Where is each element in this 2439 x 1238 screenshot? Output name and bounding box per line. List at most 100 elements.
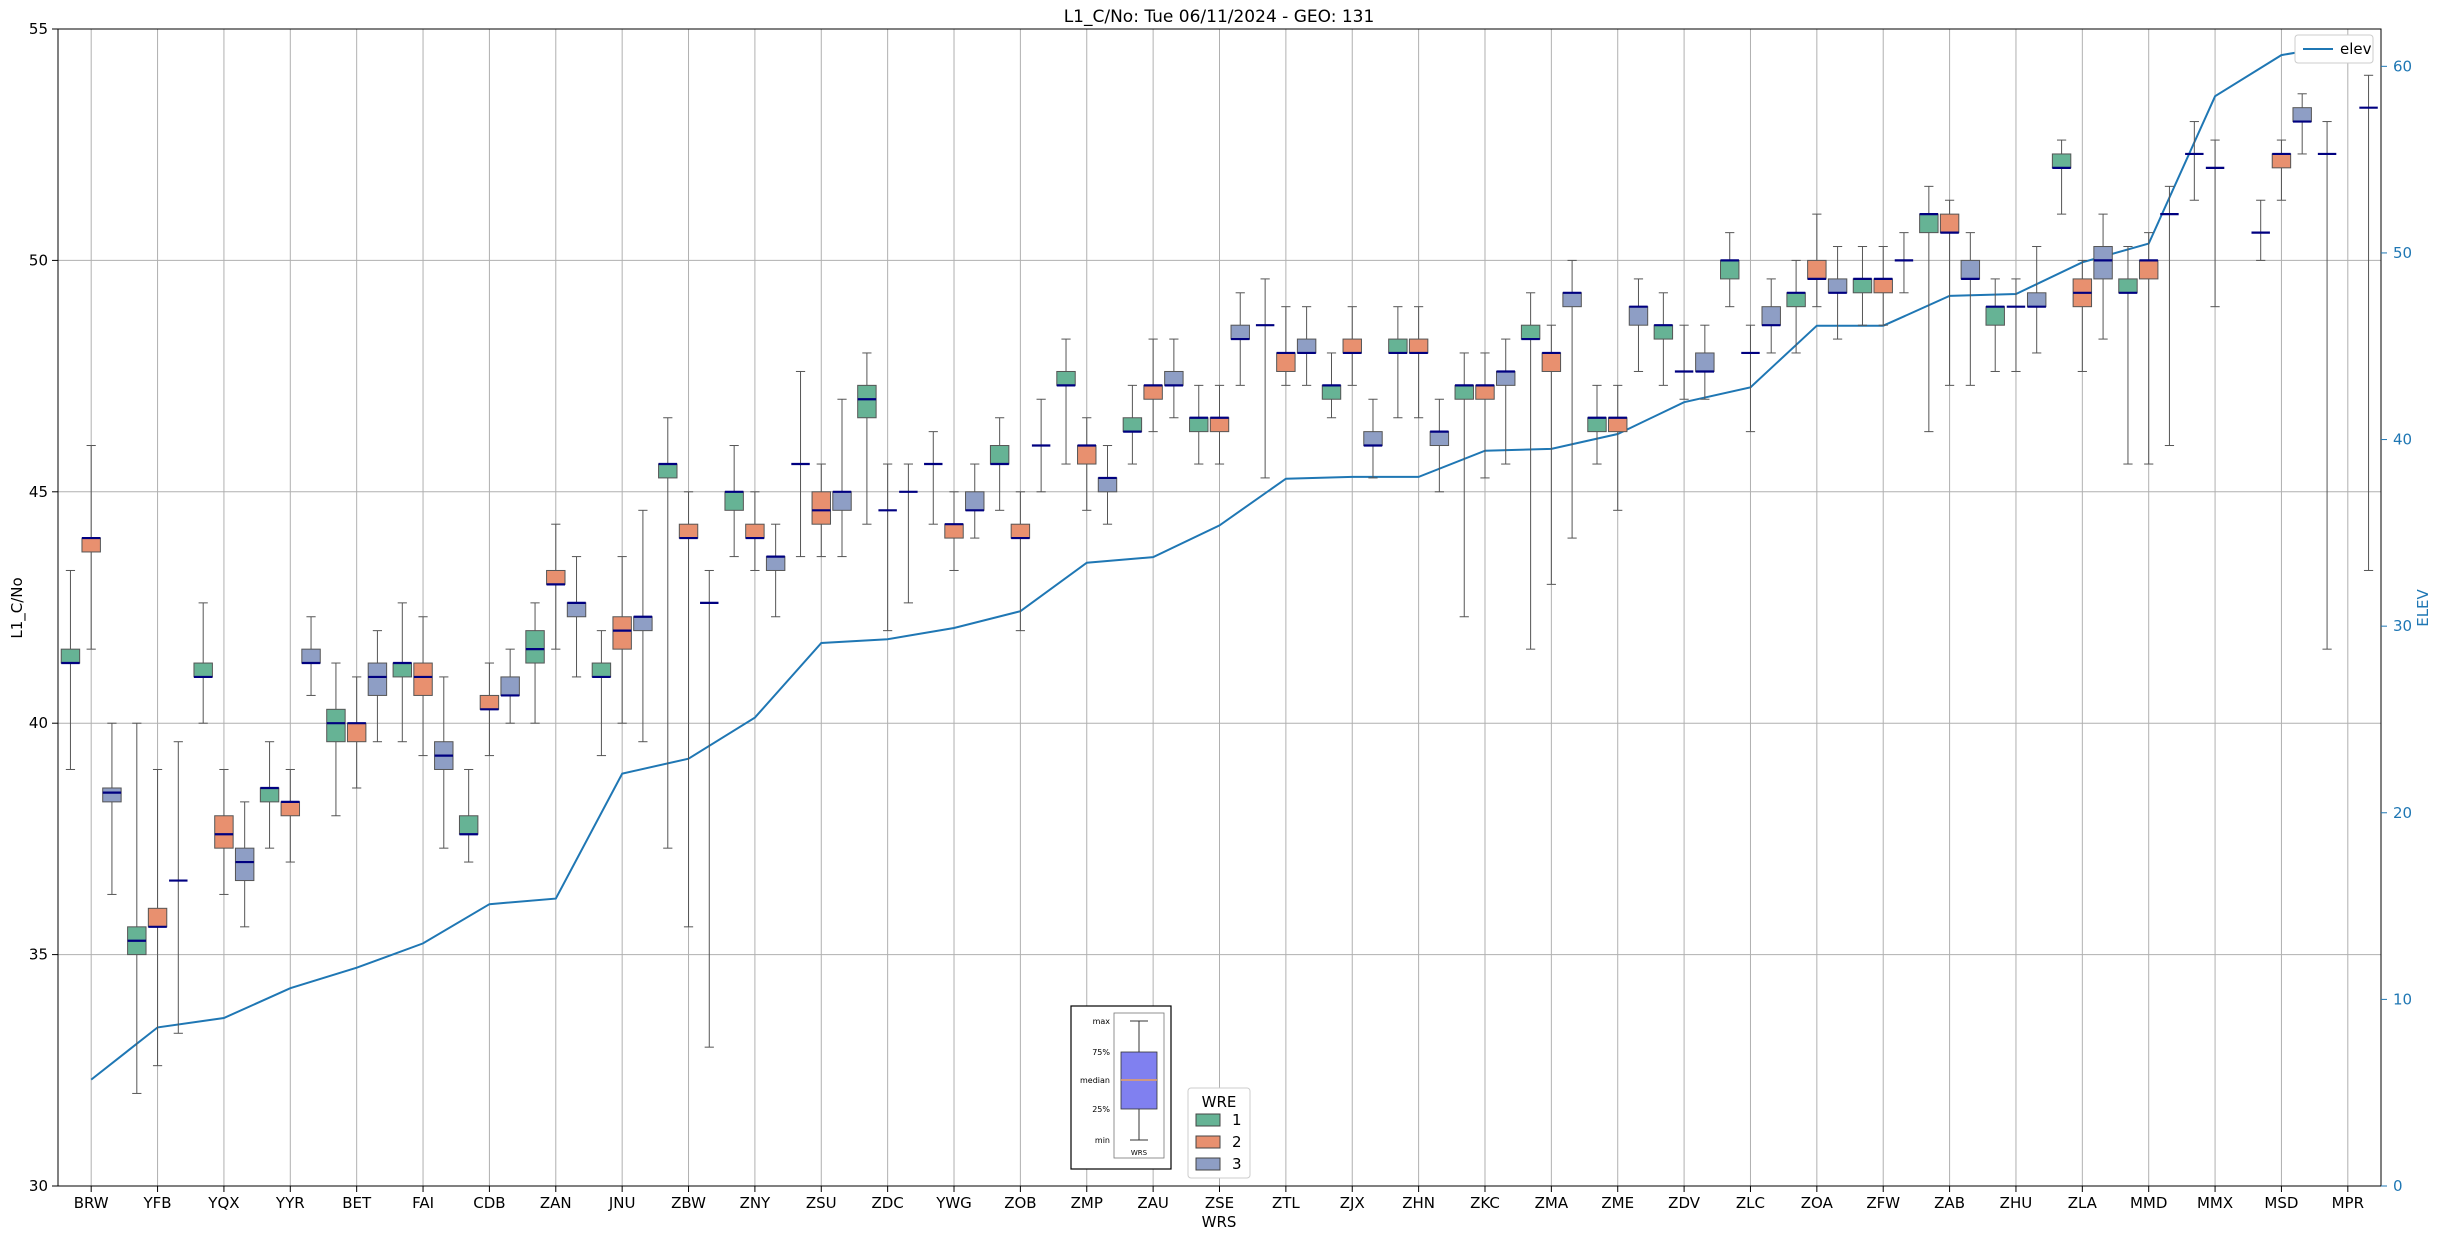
box-zme-wre3 — [1628, 278, 1649, 372]
box-zse-wre3 — [1230, 292, 1250, 386]
box-zla-wre2 — [2072, 259, 2093, 372]
wre-legend: WRE 1 2 3 — [1187, 1087, 1251, 1179]
inset-label-max: max — [1093, 1017, 1111, 1026]
box-iqr — [214, 815, 234, 849]
box-iqr — [1786, 292, 1806, 308]
box-iqr — [2138, 259, 2159, 280]
x-tick-label: MMD — [2130, 1194, 2167, 1212]
box-zhu-wre2 — [2006, 278, 2026, 372]
right-axis: 0 10 20 30 40 50 60 — [2381, 57, 2412, 1195]
box-zoa-wre3 — [1827, 246, 1848, 340]
box-zjx-wre3 — [1363, 398, 1383, 479]
box-brw-wre1 — [60, 569, 81, 770]
box-iqr — [392, 662, 413, 678]
box-iqr — [811, 491, 831, 525]
box-iqr — [1097, 477, 1118, 493]
x-tick-label: YYR — [275, 1194, 305, 1212]
box-iqr — [1562, 292, 1582, 308]
x-tick-label: ZAN — [540, 1194, 572, 1212]
y-right-axis-title: ELEV — [2414, 588, 2432, 626]
box-zhu-wre1 — [1985, 278, 2005, 372]
x-tick-label: ZHN — [1402, 1194, 1435, 1212]
x-tick-label: MMX — [2197, 1194, 2233, 1212]
box-ztl-wre2 — [1276, 306, 1296, 386]
box-zma-wre2 — [1541, 324, 1562, 585]
y-tick-label: 35 — [29, 946, 48, 964]
box-yfb-wre2 — [147, 768, 168, 1067]
box-jnu-wre1 — [591, 630, 612, 757]
box-zau-wre2 — [1143, 338, 1163, 433]
box-iqr — [301, 648, 321, 664]
x-tick-label: ZTL — [1272, 1194, 1300, 1212]
box-iqr — [658, 463, 678, 479]
box-legend-inset: max 75% median 25% min WRS — [1070, 1005, 1172, 1170]
box-iqr — [1296, 338, 1317, 354]
box-zjx-wre2 — [1342, 306, 1362, 386]
x-tick-label: ZJX — [1340, 1194, 1365, 1212]
x-axis-title: WRS — [1202, 1213, 1237, 1231]
box-iqr — [1408, 338, 1429, 354]
box-iqr — [857, 384, 877, 419]
box-iqr — [234, 847, 255, 882]
box-yyr-wre3 — [301, 616, 321, 696]
box-iqr — [1919, 213, 1939, 234]
box-brw-wre3 — [102, 722, 122, 895]
box-iqr — [944, 523, 964, 539]
x-tick-label: BET — [342, 1194, 372, 1212]
box-iqr — [367, 662, 388, 696]
y-right-tick-label: 10 — [2393, 990, 2412, 1008]
box-zla-wre3 — [2093, 213, 2113, 340]
box-iqr — [1695, 352, 1715, 372]
box-iqr — [745, 523, 765, 539]
box-zsu-wre1 — [791, 370, 810, 558]
x-tick-label: MPR — [2332, 1194, 2364, 1212]
box-zma-wre3 — [1562, 259, 1582, 539]
box-zmp-wre2 — [1077, 417, 1097, 511]
box-iqr — [612, 616, 632, 650]
box-msd-wre2 — [2271, 139, 2292, 201]
box-zoa-wre1 — [1786, 259, 1806, 354]
box-iqr — [591, 662, 612, 678]
box-iqr — [413, 662, 433, 696]
box-ywg-wre3 — [965, 463, 985, 539]
wre-legend-swatch-2 — [1195, 1135, 1221, 1149]
box-iqr — [1628, 306, 1649, 326]
box-yfb-wre3 — [169, 741, 188, 1034]
box-zan-wre3 — [566, 556, 587, 678]
x-tick-label: ZSE — [1205, 1194, 1234, 1212]
x-tick-label: ZFW — [1866, 1194, 1900, 1212]
y-tick-label: 40 — [29, 714, 48, 732]
box-zbw-wre2 — [678, 491, 699, 928]
box-iqr — [1852, 278, 1873, 294]
box-cdb-wre2 — [479, 662, 500, 757]
box-iqr — [81, 537, 101, 553]
box-iqr — [1276, 352, 1296, 372]
box-iqr — [280, 801, 301, 817]
box-zse-wre1 — [1189, 384, 1209, 465]
x-tick-label: ZNY — [740, 1194, 771, 1212]
box-mmx-wre2 — [2205, 139, 2225, 308]
box-layer — [60, 74, 2378, 1094]
box-mmd-wre1 — [2118, 246, 2138, 465]
box-zny-wre1 — [724, 445, 744, 558]
box-mmd-wre3 — [2160, 185, 2179, 447]
x-tick-label: FAI — [412, 1194, 434, 1212]
box-zdv-wre2 — [1674, 324, 1694, 400]
box-ywg-wre1 — [924, 431, 943, 525]
box-iqr — [2292, 107, 2312, 123]
box-iqr — [259, 787, 280, 803]
box-zan-wre1 — [525, 602, 545, 724]
box-yyr-wre2 — [280, 768, 301, 863]
x-tick-label: YFB — [143, 1194, 172, 1212]
box-msd-wre1 — [2251, 199, 2270, 261]
box-iqr — [2271, 153, 2292, 169]
box-iqr — [1960, 259, 1981, 280]
box-iqr — [1720, 259, 1740, 280]
box-brw-wre2 — [81, 445, 101, 650]
box-iqr — [1761, 306, 1781, 326]
box-ztl-wre1 — [1255, 278, 1275, 479]
x-tick-label: MSD — [2264, 1194, 2298, 1212]
box-zdc-wre2 — [878, 463, 897, 632]
box-yqx-wre1 — [193, 602, 213, 724]
